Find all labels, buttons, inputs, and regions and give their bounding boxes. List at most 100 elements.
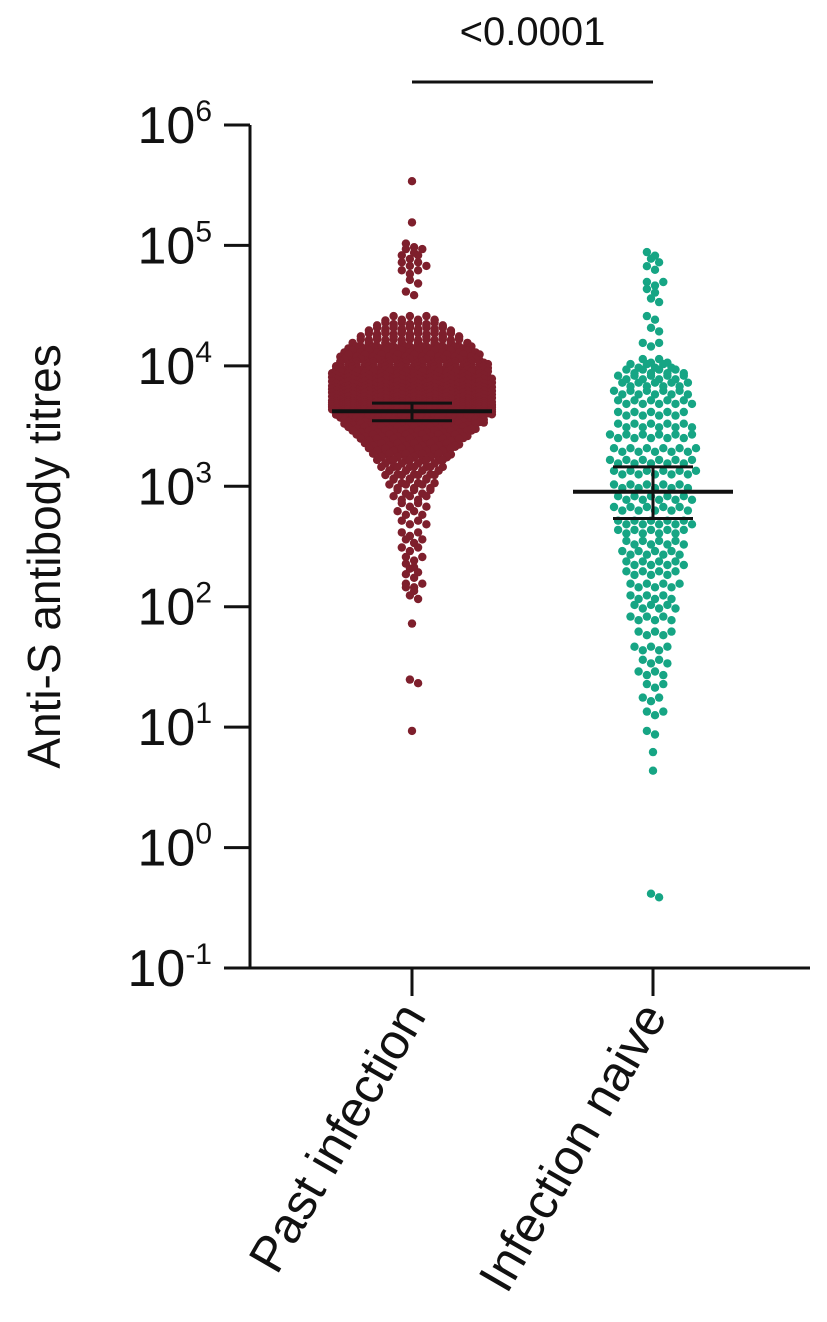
data-point [418,449,427,458]
data-point [642,277,652,287]
data-point [659,466,668,475]
data-point [646,294,656,303]
data-point [654,423,664,432]
data-point [413,528,423,537]
data-point [675,550,684,559]
data-point [401,480,411,489]
data-point [654,536,664,546]
data-point [663,371,672,380]
data-point [422,335,431,344]
data-point [663,600,672,610]
data-point [654,646,664,655]
data-point [648,766,658,775]
data-point [609,386,619,395]
data-point [638,536,647,546]
data-point [634,616,643,625]
data-point [642,466,652,475]
data-point [397,498,406,508]
data-point [679,492,688,501]
data-point [413,279,423,288]
data-point [434,449,443,458]
data-point [654,365,664,374]
data-point [691,444,701,453]
data-point [650,583,660,592]
data-point [397,258,406,267]
data-point [671,423,680,432]
data-point [642,579,652,588]
data-point [679,407,688,417]
data-point [409,291,419,300]
data-point [667,616,676,625]
data-point [638,365,647,374]
data-point [422,455,431,465]
data-point [642,612,652,621]
data-point [650,288,660,297]
data-point [646,600,656,610]
data-point [648,747,658,757]
data-point [667,447,676,456]
data-point [418,535,427,544]
data-point [622,495,631,504]
data-point [679,540,688,549]
data-point [679,419,688,428]
data-point [618,506,627,515]
data-point [630,396,639,405]
data-point [650,315,660,324]
data-point [438,455,447,465]
data-point [397,329,406,338]
data-point [413,470,423,480]
data-point [638,399,647,409]
data-point [663,659,672,668]
data-point [626,550,635,559]
data-point [401,552,411,562]
data-point [654,411,664,420]
data-point [634,583,643,592]
data-point [646,371,656,380]
data-point [663,642,672,651]
data-point [405,520,415,529]
data-point [630,570,639,580]
data-point [630,600,639,610]
data-point [413,251,423,260]
data-point [626,612,635,621]
error-bars [332,401,733,521]
data-point [368,449,378,458]
data-point [397,251,406,260]
data-point [646,540,656,549]
data-point [663,492,672,501]
data-point [638,529,647,538]
data-point [675,444,684,453]
data-point [613,433,623,443]
data-point [630,407,639,417]
data-point [418,480,427,489]
data-point [691,466,701,475]
data-point [422,502,431,511]
data-point [418,244,427,254]
data-point [654,258,664,267]
data-point [622,529,631,538]
data-point [413,498,423,508]
data-point [413,258,423,267]
data-point [389,455,398,465]
p-value-label: <0.0001 [460,10,606,54]
data-point [654,495,664,504]
data-point [622,411,631,420]
data-point [683,390,693,399]
data-point [422,311,431,321]
axes [248,125,810,970]
data-point [671,430,680,439]
data-point [679,525,688,535]
data-point [409,573,419,582]
data-point [609,444,619,453]
data-point [634,506,643,515]
data-point [654,338,664,348]
data-point [409,485,419,495]
data-point [630,560,639,570]
data-point [646,642,656,651]
data-point [405,455,415,465]
y-tick-label: 103 [137,456,212,516]
data-point [389,323,398,332]
data-point [659,480,668,489]
data-point [646,697,656,706]
